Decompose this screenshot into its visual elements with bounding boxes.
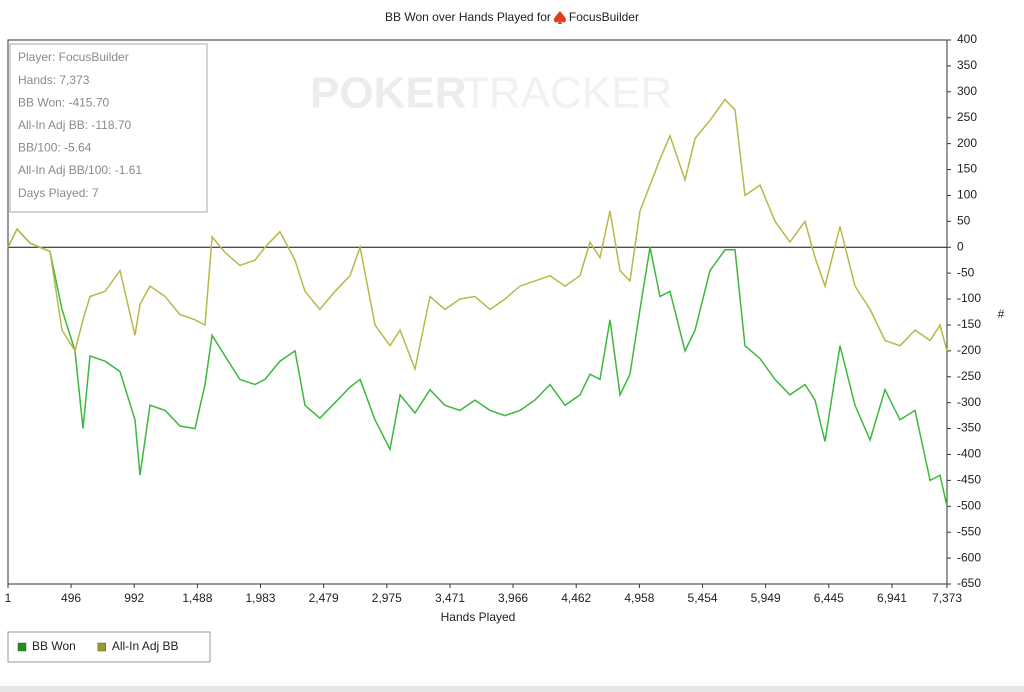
- watermark: TRACKER: [462, 69, 672, 118]
- y-tick-label: -450: [957, 473, 981, 487]
- y-tick-label: -50: [957, 265, 975, 279]
- y-tick-label: 350: [957, 58, 977, 72]
- y-tick-label: 100: [957, 188, 977, 202]
- x-tick-label: 2,479: [309, 591, 339, 605]
- y-tick-label: -600: [957, 550, 981, 564]
- info-line: All-In Adj BB/100: -1.61: [18, 163, 142, 177]
- watermark: POKER: [310, 69, 466, 118]
- x-tick-label: 3,471: [435, 591, 465, 605]
- y-tick-label: -350: [957, 421, 981, 435]
- y-tick-label: 0: [957, 239, 964, 253]
- y-tick-label: -250: [957, 369, 981, 383]
- y-tick-label: -100: [957, 291, 981, 305]
- player-icon: [553, 11, 566, 24]
- x-tick-label: 6,941: [877, 591, 907, 605]
- y-tick-label: -400: [957, 447, 981, 461]
- legend: [7, 631, 211, 663]
- y-tick-label: 200: [957, 136, 977, 150]
- x-tick-label: 1: [5, 591, 12, 605]
- y-tick-label: 250: [957, 110, 977, 124]
- chart-title: BB Won over Hands Played for: [385, 10, 551, 24]
- y-tick-label: -200: [957, 343, 981, 357]
- y-tick-label: 300: [957, 84, 977, 98]
- x-tick-label: 2,975: [372, 591, 402, 605]
- y-tick-label: 400: [957, 32, 977, 46]
- info-line: Days Played: 7: [18, 186, 99, 200]
- info-line: Hands: 7,373: [18, 73, 90, 87]
- x-tick-label: 7,373: [932, 591, 962, 605]
- info-line: Player: FocusBuilder: [18, 50, 129, 64]
- y-tick-label: -650: [957, 576, 981, 590]
- info-line: BB/100: -5.64: [18, 141, 92, 155]
- y-tick-label: 50: [957, 214, 971, 228]
- x-tick-label: 4,958: [624, 591, 654, 605]
- series-line: [7, 227, 948, 507]
- plot-frame: [7, 39, 948, 585]
- info-line: All-In Adj BB: -118.70: [18, 118, 132, 132]
- info-box: [9, 43, 208, 213]
- x-tick-label: 3,966: [498, 591, 528, 605]
- legend-swatch: [17, 642, 27, 652]
- legend-label: All-In Adj BB: [112, 639, 179, 653]
- legend-label: BB Won: [32, 639, 76, 653]
- x-tick-label: 992: [124, 591, 144, 605]
- y-tick-label: -500: [957, 498, 981, 512]
- y-tick-label: -550: [957, 524, 981, 538]
- y-tick-label: -150: [957, 317, 981, 331]
- x-tick-label: 4,462: [561, 591, 591, 605]
- y-axis-label: #: [998, 307, 1005, 321]
- x-tick-label: 5,454: [688, 591, 718, 605]
- info-line: BB Won: -415.70: [18, 95, 109, 109]
- player-name: FocusBuilder: [569, 10, 639, 24]
- bottom-strip: [0, 686, 1024, 692]
- x-axis-label: Hands Played: [441, 610, 516, 624]
- y-tick-label: -300: [957, 395, 981, 409]
- series-line: [7, 98, 948, 372]
- x-tick-label: 1,488: [182, 591, 212, 605]
- legend-swatch: [97, 642, 107, 652]
- x-tick-label: 496: [61, 591, 81, 605]
- x-tick-label: 6,445: [814, 591, 844, 605]
- x-tick-label: 1,983: [245, 591, 275, 605]
- y-tick-label: 150: [957, 162, 977, 176]
- x-tick-label: 5,949: [751, 591, 781, 605]
